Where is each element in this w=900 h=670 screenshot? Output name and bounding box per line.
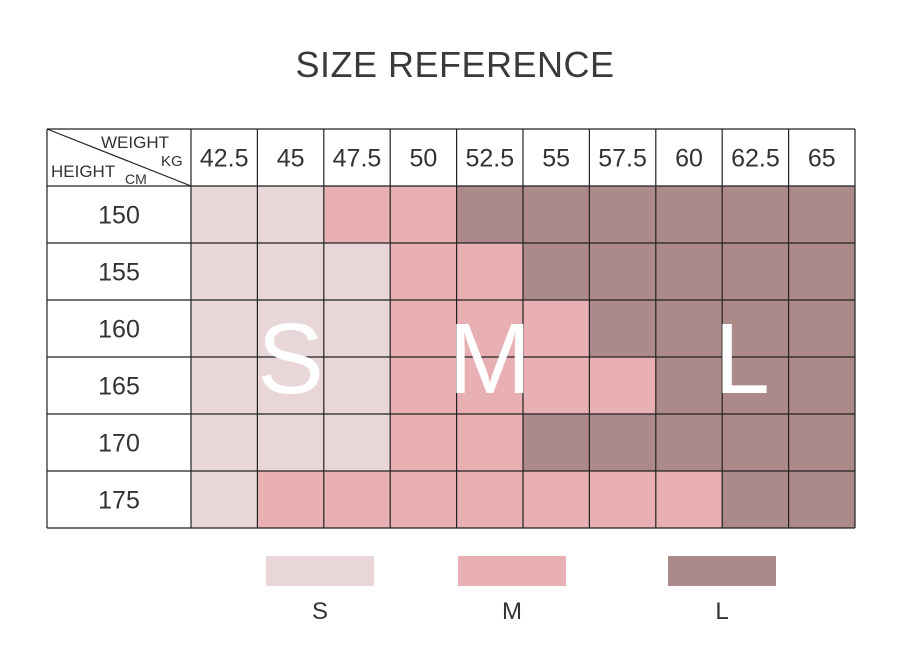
size-cell-l <box>523 243 590 300</box>
size-cell-m <box>523 471 590 528</box>
corner-diagonal-line <box>46 128 192 187</box>
weight-header-label: 62.5 <box>731 145 780 173</box>
size-cell-m <box>390 186 457 243</box>
size-cell-m <box>655 471 723 528</box>
size-cell-s <box>323 243 391 300</box>
size-cell-l <box>655 300 723 357</box>
size-cell-m <box>390 471 457 528</box>
size-cell-s <box>191 414 258 471</box>
weight-header-label: 65 <box>808 145 836 173</box>
size-cell-m <box>390 300 457 357</box>
weight-header-label: 47.5 <box>333 145 382 173</box>
size-cell-l <box>788 357 855 414</box>
size-cell-l <box>722 471 789 528</box>
size-cell-l <box>788 471 855 528</box>
legend-label-s: S <box>311 598 328 625</box>
size-cell-m <box>589 471 656 528</box>
size-cell-l <box>589 300 656 357</box>
height-row-label: 160 <box>98 316 140 344</box>
size-cell-m <box>456 414 523 471</box>
weight-header-label: 57.5 <box>598 145 647 173</box>
size-cell-m <box>523 300 590 357</box>
size-cell-l <box>589 414 656 471</box>
size-cell-s <box>257 300 324 357</box>
size-cell-l <box>523 414 590 471</box>
size-cell-l <box>456 186 523 243</box>
legend-label-m: M <box>502 598 522 625</box>
size-cell-l <box>788 300 855 357</box>
size-cell-l <box>722 300 789 357</box>
size-cell-s <box>323 357 391 414</box>
size-cell-l <box>655 414 723 471</box>
size-cell-m <box>456 471 523 528</box>
size-cell-s <box>257 414 324 471</box>
weight-header-label: 42.5 <box>200 145 249 173</box>
size-cell-l <box>589 186 656 243</box>
legend-swatch-s <box>266 556 374 586</box>
size-cell-m <box>390 243 457 300</box>
size-cell-s <box>191 357 258 414</box>
size-cell-s <box>257 357 324 414</box>
size-cell-m <box>589 357 656 414</box>
legend-label-l: L <box>715 598 729 625</box>
size-cell-s <box>323 300 391 357</box>
size-cell-l <box>589 243 656 300</box>
size-cell-l <box>655 186 723 243</box>
size-cell-m <box>456 243 523 300</box>
size-cell-s <box>257 186 324 243</box>
size-cell-l <box>523 186 590 243</box>
size-cell-s <box>323 414 391 471</box>
size-cell-s <box>191 243 258 300</box>
weight-header-label: 52.5 <box>465 145 514 173</box>
legend-swatch-m <box>458 556 566 586</box>
size-cell-l <box>655 243 723 300</box>
size-cell-l <box>655 357 723 414</box>
page-title: SIZE REFERENCE <box>295 44 615 85</box>
size-cell-m <box>390 357 457 414</box>
height-row-label: 165 <box>98 373 140 401</box>
size-cell-l <box>722 243 789 300</box>
size-cell-m <box>257 471 324 528</box>
height-row-label: 155 <box>98 259 140 287</box>
size-cell-s <box>191 186 258 243</box>
height-row-label: 175 <box>98 487 140 515</box>
weight-header-label: 60 <box>675 145 703 173</box>
size-cell-m <box>323 471 391 528</box>
height-row-label: 170 <box>98 430 140 458</box>
size-cell-l <box>722 414 789 471</box>
weight-header-label: 45 <box>277 145 305 173</box>
corner-height-unit: CM <box>125 171 147 187</box>
size-cell-l <box>788 414 855 471</box>
size-overlay-letter-l: L <box>714 303 770 415</box>
corner-weight-unit: KG <box>161 153 183 170</box>
size-cell-m <box>456 357 523 414</box>
size-cell-m <box>323 186 391 243</box>
weight-header-label: 55 <box>542 145 570 173</box>
size-cell-s <box>191 471 258 528</box>
size-cell-m <box>390 414 457 471</box>
size-cell-m <box>456 300 523 357</box>
corner-weight-label: WEIGHT <box>101 133 169 152</box>
size-overlay-letter-m: M <box>448 303 531 415</box>
legend-swatch-l <box>668 556 776 586</box>
weight-header-label: 50 <box>409 145 437 173</box>
height-row-label: 150 <box>98 202 140 230</box>
size-cell-s <box>257 243 324 300</box>
size-overlay-letter-s: S <box>257 303 324 415</box>
size-cell-m <box>523 357 590 414</box>
size-cell-l <box>788 186 855 243</box>
size-cell-l <box>722 186 789 243</box>
size-cell-s <box>191 300 258 357</box>
size-cell-l <box>788 243 855 300</box>
size-cell-l <box>722 357 789 414</box>
corner-height-label: HEIGHT <box>51 162 115 181</box>
